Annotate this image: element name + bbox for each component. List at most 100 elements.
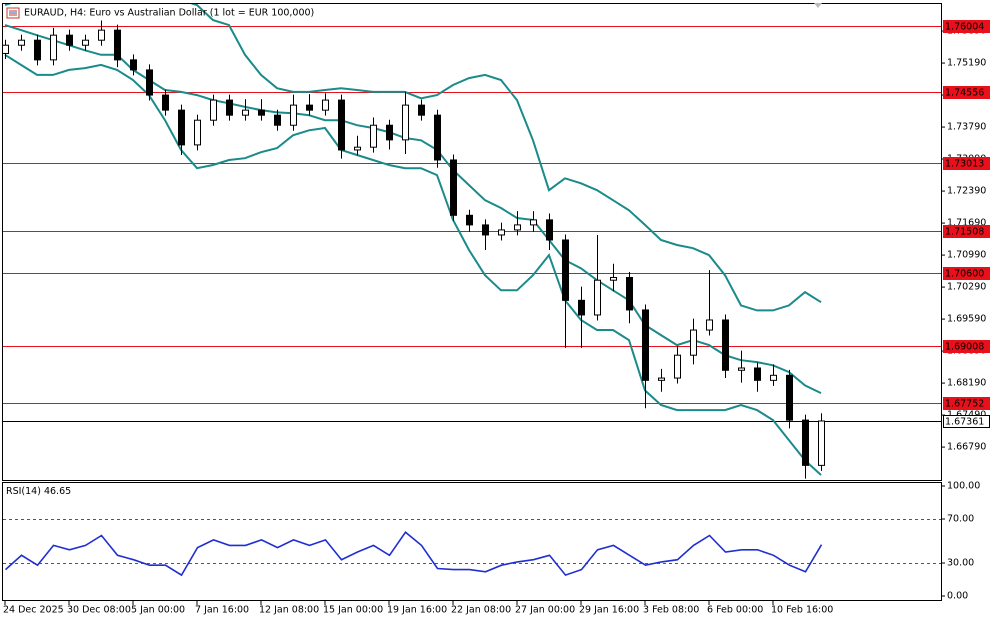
rsi-panel <box>2 482 942 601</box>
candle-body <box>642 309 649 381</box>
last-price-box <box>943 415 990 428</box>
band-lower <box>4 53 822 476</box>
candle-body <box>354 146 361 151</box>
candle-body <box>610 276 617 281</box>
candle-body <box>594 279 601 316</box>
candle-body <box>482 224 489 236</box>
x-tick-label: 5 Jan 00:00 <box>131 605 185 616</box>
candle-body <box>210 99 217 121</box>
candle-body <box>514 224 521 231</box>
band-middle <box>4 24 822 395</box>
y-tick-label: 70.00 <box>947 514 974 525</box>
rsi-last: 46.65 <box>44 486 71 497</box>
candle-body <box>242 109 249 116</box>
x-tick-label: 30 Dec 08:00 <box>67 605 131 616</box>
candle-body <box>562 239 569 301</box>
candle-body <box>338 99 345 151</box>
candle-body <box>690 329 697 356</box>
candle-body <box>98 29 105 41</box>
y-tick-label: 1.71690 <box>947 218 986 229</box>
level-label-box <box>943 225 990 238</box>
candle-body <box>274 114 281 126</box>
axis-labels: 1.667901.674901.681901.688901.695901.702… <box>3 20 990 616</box>
candle-body <box>466 214 473 226</box>
chart-title: EURAUD, H4: Euro vs Australian Dollar (1… <box>24 8 314 19</box>
candle-body <box>386 124 393 141</box>
candle-body <box>754 367 761 381</box>
main-panel <box>2 3 942 481</box>
candle-body <box>162 94 169 111</box>
main-clip <box>3 4 941 479</box>
candle-body <box>450 159 457 216</box>
level-label-box <box>943 157 990 170</box>
level-label: 1.76004 <box>945 22 984 33</box>
y-tick-label: 1.72390 <box>947 186 986 197</box>
candle-body <box>402 104 409 141</box>
rsi-name: RSI(14) <box>6 486 41 497</box>
candle-body <box>802 419 809 466</box>
y-tick-label: 1.70990 <box>947 250 986 261</box>
candle-body <box>3 44 9 54</box>
last-price-label: 1.67361 <box>945 417 984 428</box>
x-tick-label: 19 Jan 16:00 <box>387 605 447 616</box>
candle-body <box>114 29 121 61</box>
candle-body <box>578 299 585 316</box>
level-label: 1.74556 <box>945 88 984 99</box>
candle-body <box>18 39 25 46</box>
level-label: 1.71508 <box>945 227 984 238</box>
rsi-plot <box>3 519 941 577</box>
x-tick-label: 10 Feb 16:00 <box>771 605 833 616</box>
rsi-title: RSI(14) 46.65 <box>6 486 71 497</box>
main-plot <box>3 4 941 479</box>
y-tick-label: 1.73790 <box>947 122 986 133</box>
y-tick-label: 1.75190 <box>947 58 986 69</box>
level-label-box <box>943 340 990 353</box>
band-upper <box>4 4 822 312</box>
level-label: 1.69008 <box>945 342 984 353</box>
candle-body <box>66 34 73 46</box>
scroll-marker <box>814 3 822 8</box>
level-label: 1.73013 <box>945 159 984 170</box>
x-tick-label: 7 Jan 16:00 <box>195 605 249 616</box>
candle-body <box>418 104 425 116</box>
x-tick-label: 12 Jan 08:00 <box>259 605 319 616</box>
x-tick-label: 24 Dec 2025 <box>3 605 64 616</box>
candle-body <box>530 219 537 226</box>
candle-body <box>322 99 329 111</box>
candle-body <box>82 39 89 46</box>
candle-body <box>434 114 441 161</box>
candle-body <box>258 109 265 116</box>
y-tick-label: 100.00 <box>947 481 980 492</box>
level-label-box <box>943 397 990 410</box>
level-label-box <box>943 86 990 99</box>
candle-body <box>50 34 57 61</box>
level-label: 1.70600 <box>945 269 984 280</box>
rsi-line <box>4 531 823 577</box>
candle-body <box>306 104 313 111</box>
candle-body <box>130 59 137 71</box>
candle-body <box>290 104 297 126</box>
candle-body <box>818 420 825 466</box>
y-tick-label: 1.68190 <box>947 378 986 389</box>
candle-body <box>674 354 681 379</box>
y-tick-label: 0.00 <box>947 591 968 602</box>
level-label: 1.67752 <box>945 399 984 410</box>
candle-body <box>658 377 665 381</box>
x-tick-label: 22 Jan 08:00 <box>451 605 511 616</box>
candle-body <box>194 119 201 146</box>
candle-body <box>770 374 777 381</box>
y-tick-label: 1.70290 <box>947 282 986 293</box>
rsi-clip <box>3 519 941 577</box>
x-tick-label: 27 Jan 00:00 <box>515 605 575 616</box>
candle-body <box>706 319 713 331</box>
candle-body <box>370 124 377 148</box>
candle-body <box>178 109 185 146</box>
candle-body <box>626 276 633 311</box>
candle-body <box>34 39 41 61</box>
x-tick-label: 15 Jan 00:00 <box>323 605 383 616</box>
symbol-icon <box>6 7 20 19</box>
candle-body <box>738 367 745 371</box>
y-tick-label: 1.69590 <box>947 314 986 325</box>
candle-body <box>546 219 553 241</box>
